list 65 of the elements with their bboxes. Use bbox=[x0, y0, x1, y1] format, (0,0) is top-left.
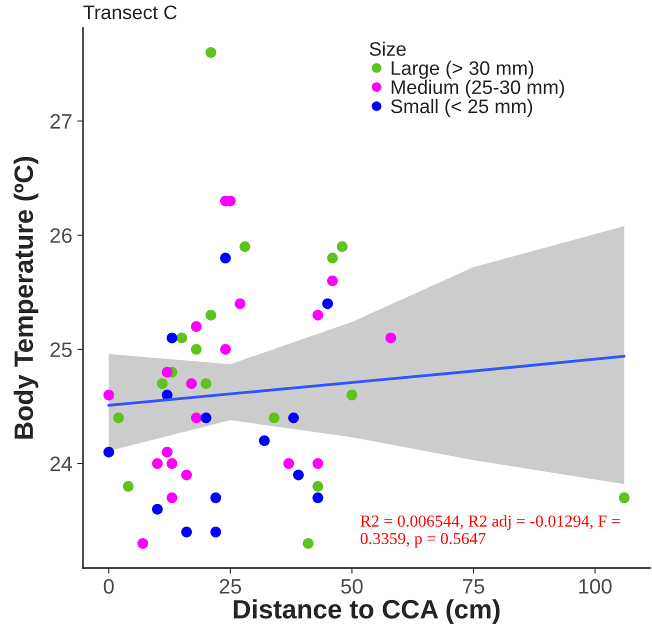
point bbox=[210, 492, 222, 504]
point bbox=[162, 366, 173, 378]
point bbox=[190, 321, 202, 332]
point bbox=[137, 538, 148, 549]
x-tick-label: 75 bbox=[462, 579, 484, 594]
point bbox=[327, 275, 338, 286]
point bbox=[206, 47, 216, 58]
point bbox=[220, 344, 231, 355]
x-tick-label: 100 bbox=[579, 578, 612, 594]
point bbox=[113, 412, 124, 424]
legend-label: Large (> 30 mm) bbox=[392, 60, 534, 79]
legend-title: Size bbox=[370, 42, 406, 56]
point bbox=[176, 332, 188, 344]
point bbox=[103, 390, 114, 400]
point bbox=[283, 458, 294, 469]
y-tick-label: 24 bbox=[50, 456, 72, 472]
point bbox=[322, 298, 333, 310]
x-tick-label: 50 bbox=[341, 578, 363, 594]
point bbox=[166, 332, 178, 344]
point bbox=[618, 492, 630, 504]
point bbox=[293, 470, 304, 480]
point bbox=[220, 252, 231, 264]
point bbox=[156, 378, 168, 390]
legend-label: Small (< 25 mm) bbox=[391, 98, 532, 118]
x-tick-label: 0 bbox=[104, 578, 114, 594]
point bbox=[200, 378, 212, 390]
point bbox=[268, 412, 280, 424]
point bbox=[190, 412, 202, 424]
point bbox=[103, 446, 114, 458]
point bbox=[152, 458, 163, 469]
point bbox=[240, 241, 250, 252]
point bbox=[234, 298, 246, 310]
point bbox=[166, 458, 178, 469]
point bbox=[259, 435, 270, 446]
legend-label: Medium (25-30 mm) bbox=[392, 80, 564, 98]
point bbox=[206, 310, 216, 321]
point bbox=[200, 412, 212, 424]
point bbox=[190, 344, 202, 355]
x-axis-title: Distance to CCA (cm) bbox=[234, 599, 500, 624]
point bbox=[152, 504, 163, 515]
point bbox=[312, 310, 324, 321]
y-tick-label: 27 bbox=[50, 114, 72, 129]
point bbox=[288, 412, 299, 424]
y-axis-title: Body Temperature (ºC) bbox=[14, 156, 38, 439]
point bbox=[385, 332, 396, 344]
point bbox=[210, 526, 222, 538]
point bbox=[346, 390, 358, 400]
point bbox=[181, 470, 192, 480]
chart-title: Transect C bbox=[83, 5, 177, 20]
x-tick-label: 25 bbox=[220, 578, 242, 594]
point bbox=[312, 492, 324, 504]
line-series bbox=[107, 354, 626, 407]
point bbox=[166, 492, 178, 504]
y-tick-label: 26 bbox=[50, 228, 72, 243]
point bbox=[327, 252, 338, 264]
annotation: R2 = 0.006544, R2 adj = -0.01294, F = 0.3359, p = 0.5647 bbox=[360, 515, 620, 548]
point bbox=[122, 480, 134, 492]
point bbox=[312, 480, 324, 492]
point bbox=[312, 458, 324, 469]
point bbox=[181, 526, 192, 538]
point bbox=[336, 241, 348, 252]
point bbox=[302, 538, 314, 549]
y-tick-label: 25 bbox=[50, 342, 72, 358]
point bbox=[186, 378, 197, 390]
point bbox=[162, 446, 173, 458]
